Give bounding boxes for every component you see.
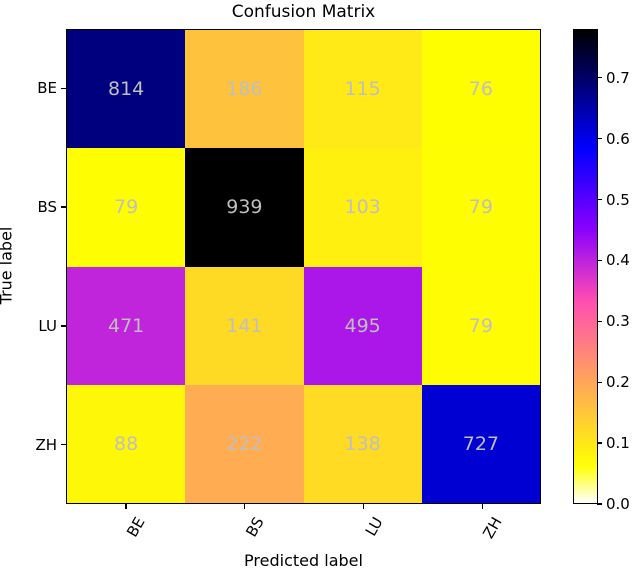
heatmap-cell: 186 <box>185 30 304 149</box>
heatmap-cell: 103 <box>303 148 422 267</box>
colorbar-tick-label: 0.6 <box>597 130 630 148</box>
heatmap-cell: 79 <box>421 266 540 385</box>
chart-title: Confusion Matrix <box>231 2 376 22</box>
colorbar <box>573 29 598 504</box>
y-tick-label: LU <box>38 317 66 335</box>
heatmap-cell: 939 <box>185 148 304 267</box>
heatmap-cell: 138 <box>303 384 422 503</box>
colorbar-tick-label: 0.3 <box>597 312 630 330</box>
colorbar-tick-label: 0.7 <box>597 69 630 87</box>
heatmap-cell: 79 <box>67 148 186 267</box>
heatmap-cell: 79 <box>421 148 540 267</box>
y-tick-label: ZH <box>35 436 66 454</box>
heatmap-cell: 141 <box>185 266 304 385</box>
heatmap-cell: 76 <box>421 30 540 149</box>
confusion-matrix-heatmap: 814 186 115 76 79 939 103 79 471 141 495 79 88 222 138… <box>66 29 541 504</box>
heatmap-cell: 814 <box>67 30 186 149</box>
heatmap-cell: 88 <box>67 384 186 503</box>
colorbar-tick-label: 0.2 <box>597 373 630 391</box>
colorbar-tick-label: 0.5 <box>597 191 630 209</box>
x-axis-label: Predicted label <box>244 551 363 570</box>
heatmap-cell: 495 <box>303 266 422 385</box>
colorbar-tick-label: 0.4 <box>597 251 630 269</box>
y-axis-label: True label <box>0 226 16 305</box>
colorbar-tick-label: 0.1 <box>597 434 630 452</box>
heatmap-cell: 471 <box>67 266 186 385</box>
heatmap-cell: 222 <box>185 384 304 503</box>
colorbar-tick-label: 0.0 <box>597 495 630 513</box>
heatmap-cell: 727 <box>421 384 540 503</box>
y-tick-label: BE <box>37 79 66 97</box>
heatmap-cell: 115 <box>303 30 422 149</box>
y-tick-label: BS <box>37 198 66 216</box>
